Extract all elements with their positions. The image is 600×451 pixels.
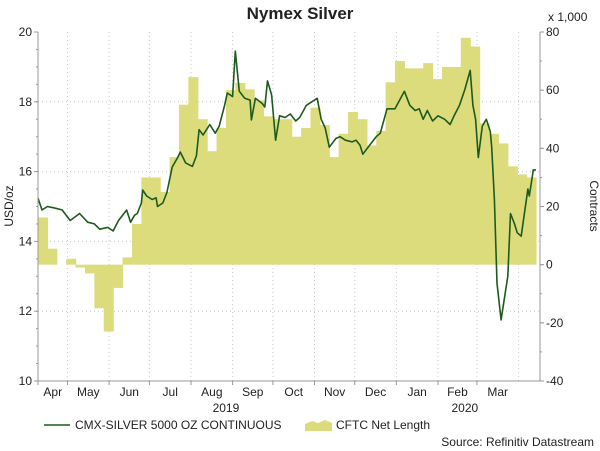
net-length-bar	[470, 46, 481, 265]
net-length-bar	[141, 177, 152, 265]
x-tick-label-month: Aug	[201, 385, 222, 399]
net-length-bar	[84, 264, 95, 274]
net-length-bar	[423, 63, 434, 265]
left-tick-label: 20	[19, 25, 33, 39]
x-tick-label-month: Apr	[43, 385, 62, 399]
right-tick-label: -40	[546, 374, 564, 388]
net-length-bar	[244, 89, 255, 265]
net-length-bar	[197, 119, 208, 265]
legend: CMX-SILVER 5000 OZ CONTINUOUS CFTC Net L…	[44, 418, 430, 432]
net-length-bar	[338, 133, 349, 265]
net-length-bar	[169, 157, 180, 265]
x-tick-label-month: Nov	[324, 385, 345, 399]
net-length-bar	[498, 143, 509, 265]
net-length-bar	[357, 119, 368, 265]
net-length-bar	[507, 166, 518, 265]
source-note: Source: Refinitiv Datastream	[441, 435, 594, 449]
x-tick-label-month: Feb	[447, 385, 468, 399]
right-tick-label: 0	[546, 258, 553, 272]
legend-area-swatch	[305, 420, 332, 431]
net-length-bar	[301, 127, 312, 265]
left-tick-label: 12	[19, 304, 33, 318]
net-length-bar	[376, 130, 387, 265]
net-length-bar	[310, 107, 321, 265]
net-length-bar	[178, 104, 189, 265]
net-length-bar	[460, 37, 471, 265]
chart-title: Nymex Silver	[247, 4, 354, 23]
net-length-bar	[319, 125, 330, 265]
net-length-bar	[404, 68, 415, 265]
right-tick-label: 80	[546, 25, 560, 39]
x-tick-label-month: Jul	[163, 385, 178, 399]
net-length-bar	[254, 100, 265, 265]
net-length-bar	[366, 145, 377, 265]
x-tick-label-month: Sep	[242, 385, 264, 399]
left-tick-label: 14	[19, 234, 33, 248]
x-year-label: 2020	[451, 401, 478, 415]
net-length-bar	[66, 258, 77, 265]
net-length-bar	[526, 177, 537, 265]
net-length-bar	[225, 90, 236, 265]
x-tick-label-month: Oct	[284, 385, 303, 399]
net-length-bar	[413, 68, 424, 265]
net-length-bar	[75, 264, 86, 268]
net-length-bar	[38, 217, 48, 265]
right-tick-label: 20	[546, 200, 560, 214]
net-length-bar	[94, 264, 105, 309]
net-length-bar	[442, 66, 453, 265]
left-axis-label: USD/oz	[2, 185, 16, 226]
right-axis-multiplier: x 1,000	[548, 10, 588, 24]
net-length-bar	[385, 82, 396, 265]
right-tick-label: 60	[546, 83, 560, 97]
net-length-bar	[395, 61, 406, 265]
net-length-bar	[131, 223, 142, 265]
net-length-bar	[282, 119, 293, 265]
net-length-bar	[348, 111, 359, 265]
right-tick-label: -20	[546, 316, 564, 330]
net-length-bar	[160, 191, 171, 265]
net-length-bar	[103, 264, 114, 332]
legend-label-silver: CMX-SILVER 5000 OZ CONTINUOUS	[75, 418, 281, 432]
x-tick-label-month: Dec	[365, 385, 386, 399]
net-length-bar	[517, 174, 528, 265]
left-tick-label: 16	[19, 165, 33, 179]
net-length-bar	[451, 66, 462, 265]
net-length-bar	[235, 82, 246, 265]
legend-label-net-length: CFTC Net Length	[336, 418, 430, 432]
left-tick-label: 18	[19, 95, 33, 109]
net-length-bar	[47, 248, 58, 265]
right-axis-label: Contracts	[587, 180, 600, 231]
net-length-bar	[263, 116, 274, 265]
net-length-bar	[329, 157, 340, 265]
x-tick-label-month: Jun	[120, 385, 139, 399]
net-length-bar	[432, 79, 443, 265]
axes: 10 12 14 16 18 20 -40 -20 0 20 40 60 80 Apr May Jun Jul A…	[19, 25, 564, 415]
left-tick-label: 10	[19, 374, 33, 388]
right-tick-label: 40	[546, 141, 560, 155]
silver-price-line	[37, 50, 536, 321]
net-length-bar	[122, 257, 133, 265]
net-length-bar	[188, 77, 199, 265]
net-length-bar	[291, 136, 302, 265]
net-length-bar	[216, 127, 227, 265]
x-tick-label-month: Mar	[487, 385, 508, 399]
net-length-bar	[207, 151, 218, 265]
net-length-bar	[150, 177, 161, 265]
net-length-area	[38, 37, 537, 332]
net-length-bar	[479, 123, 490, 265]
net-length-bar	[272, 119, 283, 265]
x-tick-label-month: May	[77, 385, 100, 399]
x-tick-label-month: Jan	[408, 385, 427, 399]
x-year-label: 2019	[213, 401, 240, 415]
net-length-bar	[113, 264, 124, 288]
